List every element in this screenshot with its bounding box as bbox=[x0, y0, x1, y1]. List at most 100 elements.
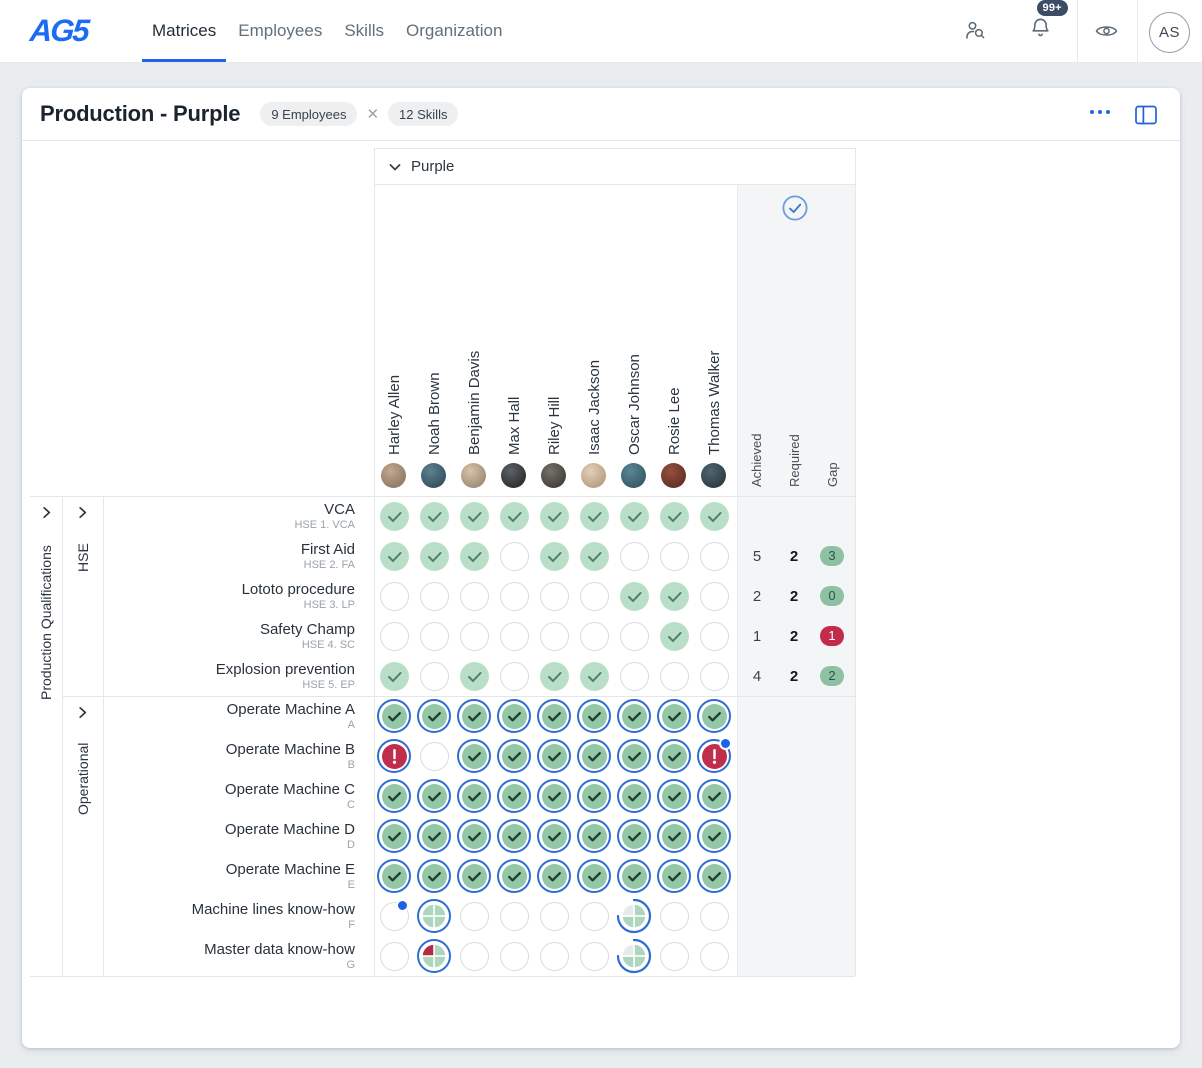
notifications-button[interactable]: 99+ bbox=[1016, 0, 1068, 62]
matrix-cell[interactable] bbox=[614, 936, 654, 976]
skill-row-label[interactable]: Safety Champ HSE 4. SC bbox=[259, 620, 355, 651]
employee-name[interactable]: Oscar Johnson bbox=[626, 354, 643, 455]
matrix-cell[interactable] bbox=[414, 776, 454, 816]
matrix-cell[interactable] bbox=[454, 496, 494, 536]
matrix-cell[interactable] bbox=[414, 896, 454, 936]
matrix-cell[interactable] bbox=[654, 536, 694, 576]
matrix-cell[interactable] bbox=[614, 816, 654, 856]
matrix-cell[interactable] bbox=[454, 736, 494, 776]
matrix-cell[interactable] bbox=[454, 936, 494, 976]
matrix-cell[interactable] bbox=[534, 736, 574, 776]
skill-row-label[interactable]: Machine lines know-how F bbox=[191, 900, 355, 931]
matrix-cell[interactable] bbox=[414, 576, 454, 616]
employee-name[interactable]: Benjamin Davis bbox=[466, 350, 483, 455]
matrix-cell[interactable] bbox=[494, 496, 534, 536]
matrix-cell[interactable] bbox=[574, 776, 614, 816]
matrix-cell[interactable] bbox=[654, 616, 694, 656]
matrix-cell[interactable] bbox=[494, 696, 534, 736]
matrix-cell[interactable] bbox=[654, 896, 694, 936]
tab-matrices[interactable]: Matrices bbox=[142, 0, 226, 62]
matrix-cell[interactable] bbox=[454, 896, 494, 936]
matrix-cell[interactable] bbox=[654, 656, 694, 696]
matrix-cell[interactable] bbox=[654, 936, 694, 976]
matrix-cell[interactable] bbox=[494, 896, 534, 936]
matrix-cell[interactable] bbox=[654, 496, 694, 536]
matrix-cell[interactable] bbox=[614, 616, 654, 656]
matrix-cell[interactable] bbox=[454, 816, 494, 856]
matrix-cell[interactable] bbox=[654, 816, 694, 856]
matrix-cell[interactable] bbox=[574, 896, 614, 936]
matrix-cell[interactable] bbox=[574, 616, 614, 656]
matrix-cell[interactable] bbox=[574, 856, 614, 896]
matrix-cell[interactable] bbox=[374, 936, 414, 976]
skill-row-label[interactable]: First Aid HSE 2. FA bbox=[300, 540, 355, 571]
matrix-cell[interactable] bbox=[374, 896, 414, 936]
matrix-cell[interactable] bbox=[494, 536, 534, 576]
matrix-cell[interactable] bbox=[454, 616, 494, 656]
skill-row-label[interactable]: Explosion prevention HSE 5. EP bbox=[215, 660, 355, 691]
employee-name[interactable]: Rosie Lee bbox=[666, 387, 683, 455]
employee-name[interactable]: Riley Hill bbox=[546, 396, 563, 455]
matrix-cell[interactable] bbox=[414, 936, 454, 976]
skill-row-label[interactable]: Operate Machine A A bbox=[226, 700, 355, 731]
employee-avatar[interactable] bbox=[701, 463, 726, 488]
matrix-cell[interactable] bbox=[654, 776, 694, 816]
matrix-cell[interactable] bbox=[574, 736, 614, 776]
matrix-cell[interactable] bbox=[534, 616, 574, 656]
matrix-cell[interactable] bbox=[654, 736, 694, 776]
matrix-cell[interactable] bbox=[694, 496, 734, 536]
matrix-cell[interactable] bbox=[374, 856, 414, 896]
skill-row-label[interactable]: Operate Machine B B bbox=[225, 740, 355, 771]
matrix-cell[interactable] bbox=[494, 736, 534, 776]
matrix-cell[interactable] bbox=[654, 696, 694, 736]
matrix-cell[interactable] bbox=[614, 856, 654, 896]
matrix-cell[interactable] bbox=[494, 576, 534, 616]
matrix-cell[interactable] bbox=[414, 496, 454, 536]
matrix-cell[interactable] bbox=[694, 616, 734, 656]
matrix-cell[interactable] bbox=[694, 576, 734, 616]
matrix-cell[interactable] bbox=[574, 656, 614, 696]
more-menu-button[interactable] bbox=[1090, 110, 1110, 114]
matrix-cell[interactable] bbox=[454, 776, 494, 816]
matrix-cell[interactable] bbox=[694, 936, 734, 976]
app-logo[interactable]: AG5 bbox=[28, 13, 90, 48]
matrix-cell[interactable] bbox=[574, 536, 614, 576]
matrix-cell[interactable] bbox=[654, 856, 694, 896]
matrix-cell[interactable] bbox=[574, 696, 614, 736]
matrix-cell[interactable] bbox=[494, 776, 534, 816]
skill-row-label[interactable]: Operate Machine E E bbox=[225, 860, 355, 891]
matrix-cell[interactable] bbox=[494, 656, 534, 696]
matrix-cell[interactable] bbox=[494, 816, 534, 856]
matrix-cell[interactable] bbox=[534, 536, 574, 576]
matrix-cell[interactable] bbox=[574, 496, 614, 536]
matrix-cell[interactable] bbox=[534, 896, 574, 936]
matrix-cell[interactable] bbox=[534, 856, 574, 896]
matrix-cell[interactable] bbox=[494, 936, 534, 976]
matrix-cell[interactable] bbox=[574, 576, 614, 616]
check-circle-icon[interactable] bbox=[782, 195, 808, 221]
matrix-cell[interactable] bbox=[534, 776, 574, 816]
matrix-cell[interactable] bbox=[454, 536, 494, 576]
matrix-cell[interactable] bbox=[454, 576, 494, 616]
matrix-cell[interactable] bbox=[454, 656, 494, 696]
employee-avatar[interactable] bbox=[541, 463, 566, 488]
matrix-cell[interactable] bbox=[494, 856, 534, 896]
employee-avatar[interactable] bbox=[381, 463, 406, 488]
matrix-cell[interactable] bbox=[534, 656, 574, 696]
employee-name[interactable]: Noah Brown bbox=[426, 372, 443, 455]
skill-row-label[interactable]: Operate Machine C C bbox=[224, 780, 355, 811]
employee-avatar[interactable] bbox=[501, 463, 526, 488]
matrix-cell[interactable] bbox=[454, 696, 494, 736]
matrix-cell[interactable] bbox=[694, 816, 734, 856]
matrix-cell[interactable] bbox=[534, 816, 574, 856]
employee-avatar[interactable] bbox=[621, 463, 646, 488]
skill-row-label[interactable]: Operate Machine D D bbox=[224, 820, 355, 851]
matrix-cell[interactable] bbox=[494, 616, 534, 656]
employee-avatar[interactable] bbox=[461, 463, 486, 488]
matrix-cell[interactable] bbox=[414, 736, 454, 776]
matrix-cell[interactable] bbox=[694, 856, 734, 896]
matrix-cell[interactable] bbox=[534, 936, 574, 976]
matrix-cell[interactable] bbox=[414, 696, 454, 736]
matrix-cell[interactable] bbox=[614, 656, 654, 696]
employee-avatar[interactable] bbox=[421, 463, 446, 488]
